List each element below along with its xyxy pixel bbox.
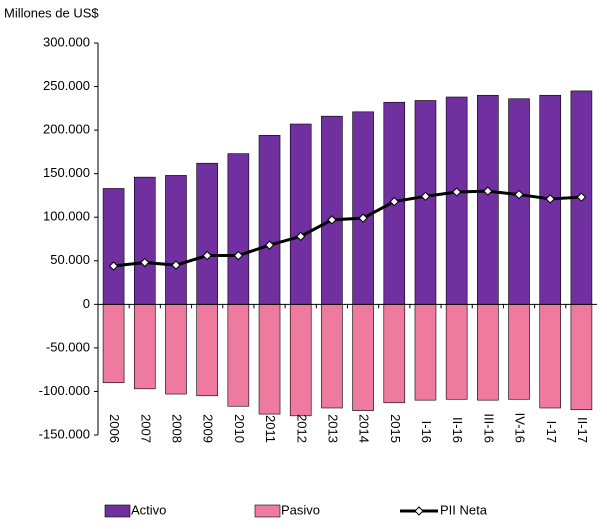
x-tick-label: I-16 [419, 421, 434, 443]
y-tick-label: 200.000 [43, 122, 90, 137]
y-tick-label: 300.000 [43, 34, 90, 49]
x-tick-label: 2007 [138, 414, 153, 443]
marker [202, 250, 212, 261]
bar [289, 304, 312, 417]
bar [539, 304, 562, 409]
bar [258, 304, 281, 415]
x-tick-label: II-17 [575, 417, 590, 443]
y-tick-label: -150.000 [39, 426, 90, 441]
marker [140, 257, 150, 268]
marker [358, 213, 368, 223]
y-tick-label: -50.000 [46, 339, 90, 354]
x-tick-label: 2009 [201, 414, 216, 443]
bar [102, 188, 125, 305]
bar [133, 304, 156, 390]
bar [165, 175, 187, 305]
marker [233, 250, 244, 261]
bar [445, 96, 468, 305]
x-tick-label: 2010 [232, 414, 247, 443]
legend-swatch [104, 504, 131, 518]
legend-swatch [254, 504, 281, 518]
bar [383, 304, 406, 404]
bar [196, 162, 218, 305]
marker [389, 196, 399, 207]
marker [545, 194, 555, 204]
bar [133, 176, 156, 305]
x-tick-label: 2015 [388, 414, 403, 443]
bar [414, 304, 437, 401]
marker [264, 240, 275, 250]
marker [296, 231, 306, 242]
bar [321, 115, 343, 305]
marker [420, 191, 431, 202]
bar [289, 123, 312, 305]
x-tick-label: II-16 [450, 417, 465, 443]
bar [570, 304, 593, 411]
marker [514, 189, 524, 200]
legend-label: Pasivo [281, 502, 320, 517]
bar [352, 304, 374, 411]
y-tick-label: 250.000 [43, 78, 90, 93]
bar [196, 304, 218, 397]
bar [102, 304, 125, 384]
y-tick-label: -100.000 [39, 383, 90, 398]
x-tick-label: I-17 [544, 421, 559, 443]
x-tick-label: 2014 [357, 414, 372, 443]
bar [414, 100, 437, 305]
y-axis-label: Millones de US$ [4, 5, 99, 20]
x-tick-label: 2013 [325, 414, 340, 443]
y-tick-label: 150.000 [43, 165, 90, 180]
legend-marker [414, 506, 424, 516]
line [113, 189, 582, 268]
bar [258, 135, 281, 305]
legend-label: PII Neta [440, 502, 488, 517]
bar [321, 304, 343, 409]
x-tick-label: III-16 [481, 413, 496, 443]
bar [445, 304, 468, 400]
y-tick-label: 0 [83, 296, 90, 311]
bar [477, 94, 499, 305]
x-tick-label: 2006 [107, 414, 122, 443]
bar [508, 304, 530, 400]
marker [483, 186, 493, 196]
marker [327, 215, 337, 225]
marker [108, 261, 119, 271]
bar [508, 98, 530, 305]
y-tick-label: 100.000 [43, 209, 90, 224]
legend-label: Activo [131, 502, 166, 517]
bar [352, 111, 374, 305]
x-tick-label: IV-16 [513, 413, 528, 443]
bar [165, 304, 187, 395]
marker [576, 192, 587, 202]
x-tick-label: 2008 [170, 414, 185, 443]
bar [227, 304, 250, 407]
x-tick-label: 2011 [263, 415, 278, 443]
bar [227, 153, 250, 305]
marker [171, 260, 181, 270]
bar [477, 304, 499, 401]
x-tick-label: 2012 [294, 414, 309, 443]
y-tick-label: 50.000 [50, 252, 90, 267]
marker [451, 187, 462, 197]
